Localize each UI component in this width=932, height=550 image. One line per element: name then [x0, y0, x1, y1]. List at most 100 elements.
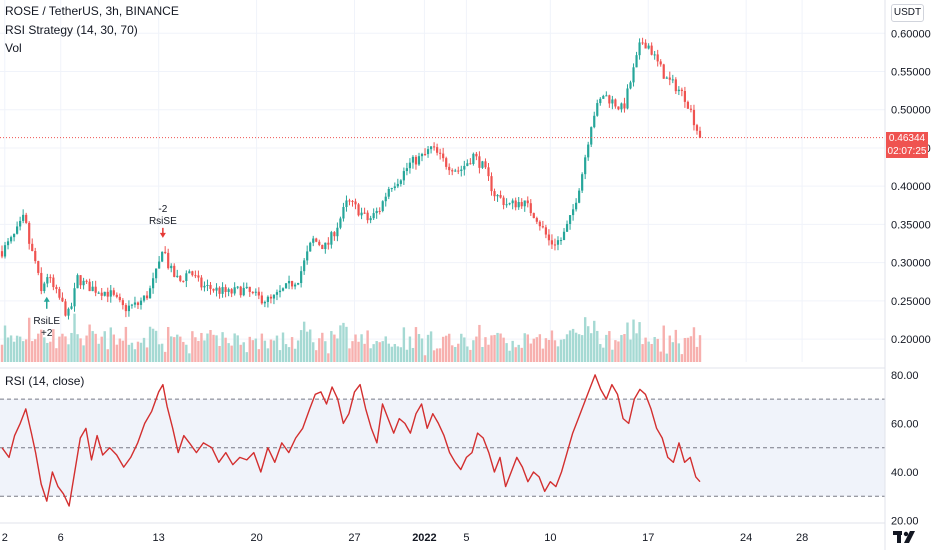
volume-bar — [535, 337, 539, 362]
candle-body — [692, 109, 696, 126]
rsi-tick-label: 60.00 — [891, 418, 919, 430]
time-tick-label: 6 — [58, 532, 64, 544]
candle-body — [481, 161, 484, 168]
volume-bar — [363, 343, 366, 362]
volume-bar — [239, 344, 242, 362]
signal-long-label: RsiLE — [33, 316, 60, 327]
candle-body — [233, 287, 236, 294]
strategy-legend[interactable]: RSI Strategy (14, 30, 70) — [5, 23, 138, 37]
candle-body — [436, 147, 439, 153]
candle-body — [653, 54, 656, 56]
volume-bar — [411, 347, 415, 362]
volume-bar — [3, 325, 7, 362]
volume-bar — [438, 348, 442, 362]
candle-body — [6, 241, 10, 246]
candle-body — [25, 214, 28, 223]
tradingview-logo-icon[interactable] — [892, 528, 918, 546]
volume-bar — [590, 333, 593, 362]
volume-bar — [647, 341, 650, 362]
volume-bar — [553, 340, 557, 362]
candle-body — [55, 287, 58, 289]
volume-bar — [296, 340, 300, 362]
volume-bar — [366, 330, 369, 362]
candle-body — [67, 308, 70, 316]
time-tick-label: 10 — [544, 532, 556, 544]
candle-body — [0, 251, 4, 257]
candle-body — [224, 287, 227, 292]
candle-body — [472, 153, 475, 164]
candle-body — [587, 144, 590, 158]
volume-bar — [200, 332, 203, 362]
volume-bar — [520, 347, 523, 362]
countdown-badge: 02:07:25 — [886, 145, 928, 158]
candle-body — [535, 218, 538, 222]
volume-bar — [12, 341, 16, 362]
candle-body — [381, 201, 384, 212]
volume-bar — [469, 349, 472, 362]
candle-body — [79, 275, 82, 286]
candle-body — [402, 171, 405, 181]
candle-body — [411, 156, 415, 163]
volume-bar — [550, 330, 554, 362]
signal-short-label: RsiSE — [149, 216, 177, 227]
time-axis[interactable]: 2 6 13 20 27 2022 5 10 17 24 28 — [2, 532, 809, 544]
time-tick-label: 2022 — [412, 532, 436, 544]
candle-body — [306, 251, 309, 261]
candle-body — [414, 156, 418, 165]
candle-body — [161, 251, 164, 262]
volume-legend[interactable]: Vol — [5, 41, 22, 55]
volume-bar — [248, 336, 251, 362]
rsi-legend[interactable]: RSI (14, close) — [5, 374, 85, 388]
candle-body — [478, 156, 481, 168]
candle-body — [590, 127, 593, 145]
candle-body — [460, 169, 463, 171]
time-tick-label: 17 — [642, 532, 654, 544]
volume-bar — [571, 328, 575, 362]
candle-body — [568, 215, 572, 224]
time-tick-label: 20 — [250, 532, 262, 544]
volume-bar — [402, 327, 406, 362]
volume-bar — [40, 329, 43, 362]
candle-body — [293, 284, 297, 287]
candle-body — [638, 42, 641, 56]
candle-body — [185, 273, 188, 281]
volume-bar — [127, 344, 131, 362]
volume-bar — [457, 343, 460, 362]
candle-body — [173, 265, 176, 277]
volume-bar — [387, 343, 390, 362]
candle-body — [106, 291, 109, 297]
candle-body — [390, 188, 393, 190]
volume-bar — [665, 353, 668, 362]
candle-body — [656, 54, 659, 62]
volume-bar — [85, 335, 88, 362]
price-axis[interactable]: 0.600000.550000.500000.450000.400000.350… — [891, 28, 931, 346]
rsi-axis[interactable]: 80.00 60.00 40.00 20.00 — [891, 370, 919, 528]
currency-unit-button[interactable]: USDT — [891, 4, 924, 22]
candle-body — [602, 95, 605, 99]
volume-bar — [224, 337, 227, 362]
candle-body — [300, 271, 303, 284]
volume-bar — [472, 340, 475, 362]
candle-body — [91, 286, 94, 292]
volume-bar — [269, 339, 273, 362]
candle-body — [158, 261, 161, 269]
volume-bar — [375, 341, 378, 362]
candle-body — [448, 166, 451, 171]
candle-body — [94, 286, 97, 293]
candle-body — [659, 61, 662, 65]
volume-bar — [315, 350, 318, 362]
symbol-title[interactable]: ROSE / TetherUS, 3h, BINANCE — [5, 4, 179, 18]
candle-body — [318, 241, 321, 245]
volume-bar — [24, 339, 28, 362]
volume-bar — [97, 343, 100, 362]
candle-body — [227, 289, 230, 292]
volume-bars — [0, 313, 702, 362]
candle-body — [511, 200, 514, 204]
volume-bar — [9, 335, 13, 362]
candle-body — [118, 296, 121, 301]
volume-bar — [46, 342, 49, 362]
candle-body — [103, 291, 106, 296]
volume-bar — [342, 322, 345, 362]
candle-body — [345, 200, 348, 208]
